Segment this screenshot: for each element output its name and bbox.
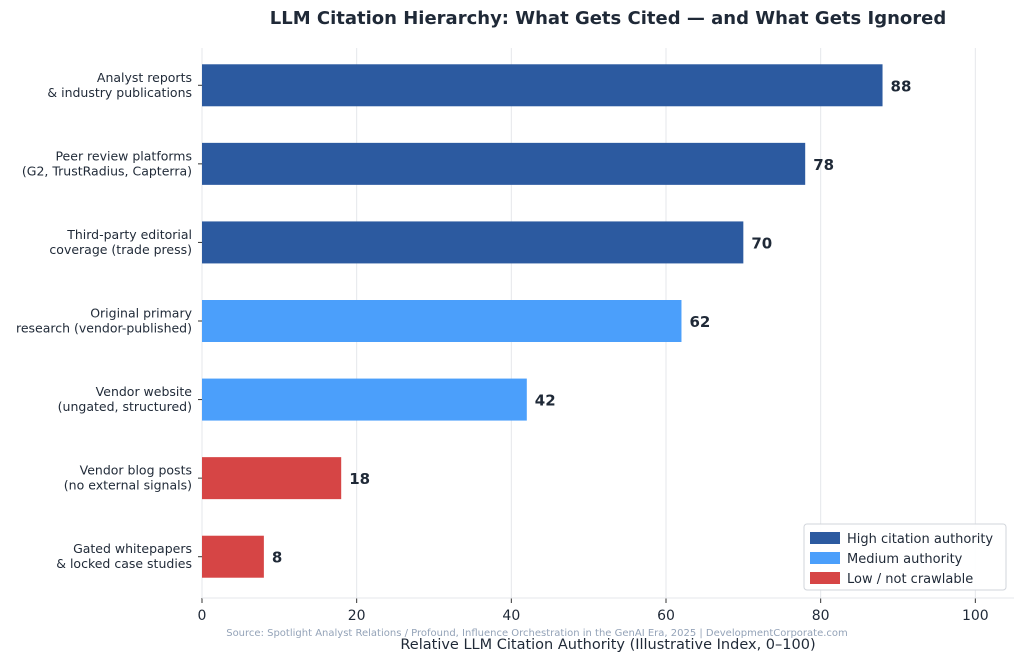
bars: 88 78 70 62 42 18 8 bbox=[202, 64, 912, 578]
bar-high bbox=[202, 221, 744, 264]
bar-value-label: 42 bbox=[535, 392, 556, 410]
legend-swatch-high bbox=[810, 532, 840, 544]
bar-value-label: 88 bbox=[891, 77, 912, 95]
bar-low bbox=[202, 535, 264, 578]
bar-value-label: 70 bbox=[751, 234, 772, 252]
bar-low bbox=[202, 457, 342, 500]
x-tick-label: 60 bbox=[657, 608, 675, 624]
category-label: Vendor website (ungated, structured) bbox=[58, 384, 193, 414]
category-label: Peer review platforms (G2, TrustRadius, C… bbox=[22, 148, 192, 178]
category-label: Gated whitepapers & locked case studies bbox=[56, 541, 192, 571]
x-tick-label: 40 bbox=[502, 608, 520, 624]
x-axis-label: Relative LLM Citation Authority (Illustr… bbox=[400, 637, 815, 653]
x-axis: 0 20 40 60 80 100 bbox=[198, 597, 1014, 624]
category-label: Vendor blog posts (no external signals) bbox=[64, 463, 192, 493]
legend: High citation authority Medium authority L… bbox=[803, 523, 1007, 591]
x-tick-label: 20 bbox=[348, 608, 366, 624]
bar-high bbox=[202, 64, 883, 107]
category-label: Third-party editorial coverage (trade pre… bbox=[49, 227, 192, 257]
legend-label-medium: Medium authority bbox=[847, 552, 963, 567]
bar-high bbox=[202, 142, 806, 185]
bar-value-label: 78 bbox=[813, 156, 834, 174]
category-labels: Analyst reports & industry publications Pe… bbox=[16, 70, 202, 571]
bar-value-label: 8 bbox=[272, 549, 282, 567]
x-tick-label: 100 bbox=[962, 608, 989, 624]
bar-value-label: 18 bbox=[349, 470, 370, 488]
source-note: Source: Spotlight Analyst Relations / Pr… bbox=[226, 628, 848, 639]
legend-swatch-low bbox=[810, 572, 840, 584]
legend-swatch-medium bbox=[810, 552, 840, 564]
category-label: Analyst reports & industry publications bbox=[47, 70, 192, 100]
bar-medium bbox=[202, 378, 527, 421]
x-tick-label: 0 bbox=[198, 608, 207, 624]
legend-box bbox=[803, 523, 1007, 591]
category-label: Original primary research (vendor-publish… bbox=[16, 306, 193, 336]
bar-medium bbox=[202, 300, 682, 342]
bar-value-label: 62 bbox=[689, 313, 710, 331]
x-tick-label: 80 bbox=[812, 608, 830, 624]
chart-title: LLM Citation Hierarchy: What Gets Cited … bbox=[270, 8, 946, 29]
legend-label-low: Low / not crawlable bbox=[847, 572, 973, 587]
legend-label-high: High citation authority bbox=[847, 532, 993, 547]
